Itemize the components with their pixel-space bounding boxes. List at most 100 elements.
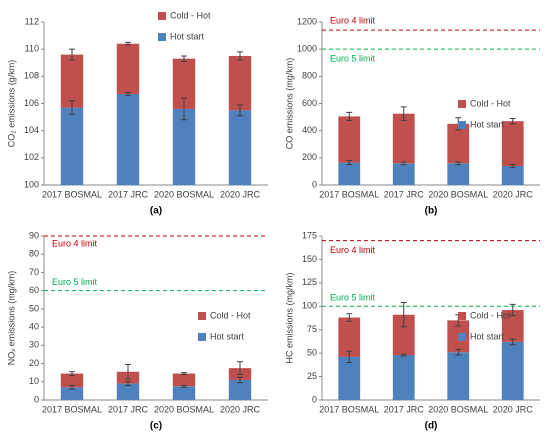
bar-segment	[228, 110, 252, 185]
y-tick-label: 60	[29, 285, 39, 295]
y-tick-label: 175	[302, 230, 317, 240]
y-tick-label: 80	[29, 249, 39, 259]
error-bar	[237, 376, 243, 384]
bar-segment	[392, 113, 415, 164]
y-tick-label: 40	[29, 321, 39, 331]
bar-segment	[392, 163, 415, 185]
y-tick-label: 20	[29, 358, 39, 368]
y-tick-label: 112	[25, 16, 39, 26]
x-tick-label: 2020 JRC	[220, 189, 261, 199]
error-bar	[509, 164, 516, 168]
y-tick-label: 104	[24, 125, 39, 135]
y-tick-label: 70	[29, 267, 39, 277]
legend-label: Hot start	[170, 31, 205, 41]
error-bar	[237, 104, 243, 117]
error-bar	[509, 117, 516, 125]
bar-segment	[172, 386, 196, 400]
y-tick-label: 25	[307, 371, 317, 381]
y-tick-label: 200	[302, 152, 317, 162]
x-tick-label: 2020 JRC	[493, 189, 534, 199]
y-axis-title: CO₂ emissions (g/km)	[6, 60, 16, 148]
legend-swatch	[458, 100, 466, 108]
bar-segment	[172, 373, 196, 387]
y-tick-label: 106	[24, 98, 39, 108]
error-bar	[400, 302, 407, 328]
bar-segment	[338, 116, 361, 163]
legend-swatch	[198, 312, 206, 320]
bar-segment	[338, 356, 361, 400]
error-bar	[181, 97, 187, 121]
error-bar	[455, 161, 462, 166]
bar-segment	[60, 373, 84, 388]
bar-segment	[447, 352, 470, 400]
x-tick-label: 2020 BOSMAL	[154, 404, 214, 414]
error-bar	[69, 100, 75, 115]
y-tick-label: 0	[34, 394, 39, 404]
bar-segment	[116, 43, 140, 94]
bar-segment	[392, 314, 415, 356]
y-tick-label: 108	[24, 71, 39, 81]
bar-segment	[116, 383, 140, 400]
limit-label: Euro 4 limit	[52, 238, 98, 248]
x-tick-label: 2020 JRC	[220, 404, 261, 414]
error-bar	[237, 51, 243, 61]
legend-label: Cold - Hot	[470, 98, 511, 108]
error-bar	[400, 353, 407, 357]
legend-swatch	[158, 12, 166, 20]
y-tick-label: 1000	[297, 44, 317, 54]
x-tick-label: 2017 JRC	[384, 189, 425, 199]
legend-swatch	[198, 333, 206, 341]
limit-label: Euro 5 limit	[330, 54, 376, 64]
bar-segment	[501, 165, 524, 185]
y-tick-label: 125	[302, 277, 317, 287]
bar-segment	[501, 341, 524, 400]
y-tick-label: 110	[25, 44, 39, 54]
bar-segment	[172, 58, 196, 109]
bar-segment	[60, 54, 84, 108]
x-tick-label: 2017 JRC	[108, 404, 149, 414]
panel-label: (a)	[150, 206, 162, 217]
bar-segment	[60, 387, 84, 400]
legend-label: Cold - Hot	[210, 310, 251, 320]
legend-label: Hot start	[470, 331, 505, 341]
error-bar	[69, 384, 75, 390]
error-bar	[181, 55, 187, 62]
y-tick-label: 800	[302, 71, 317, 81]
legend-label: Cold - Hot	[170, 10, 211, 20]
y-axis-title: CO emissions (mg/km)	[284, 58, 294, 150]
panel-label: (d)	[425, 421, 438, 432]
legend-swatch	[458, 333, 466, 341]
x-tick-label: 2020 BOSMAL	[428, 404, 488, 414]
bar-segment	[392, 355, 415, 400]
x-tick-label: 2020 BOSMAL	[154, 189, 214, 199]
error-bar	[509, 338, 516, 346]
bar-segment	[172, 108, 196, 185]
bar-segment	[447, 123, 470, 164]
limit-label: Euro 5 limit	[52, 277, 98, 287]
y-tick-label: 600	[302, 98, 317, 108]
legend-label: Hot start	[210, 331, 245, 341]
error-bar	[125, 381, 131, 386]
bar-segment	[447, 163, 470, 185]
x-tick-label: 2017 BOSMAL	[319, 404, 379, 414]
x-tick-label: 2017 BOSMAL	[319, 189, 379, 199]
x-tick-label: 2020 JRC	[493, 404, 534, 414]
error-bar	[125, 363, 131, 380]
bar-segment	[338, 162, 361, 185]
bar-segment	[60, 107, 84, 185]
y-tick-label: 100	[24, 179, 39, 189]
y-axis-title: HC emissions (mg/km)	[284, 272, 294, 363]
y-tick-label: 90	[29, 230, 39, 240]
bar-segment	[338, 317, 361, 357]
y-axis-title: NOₓ emissions (mg/km)	[6, 271, 16, 365]
y-tick-label: 50	[29, 303, 39, 313]
error-bar	[400, 106, 407, 121]
error-bar	[346, 160, 353, 166]
legend-label: Cold - Hot	[470, 310, 511, 320]
x-tick-label: 2017 JRC	[384, 404, 425, 414]
y-tick-label: 75	[307, 324, 317, 334]
legend-swatch	[158, 33, 166, 41]
y-tick-label: 400	[302, 125, 317, 135]
bar-segment	[228, 55, 252, 111]
